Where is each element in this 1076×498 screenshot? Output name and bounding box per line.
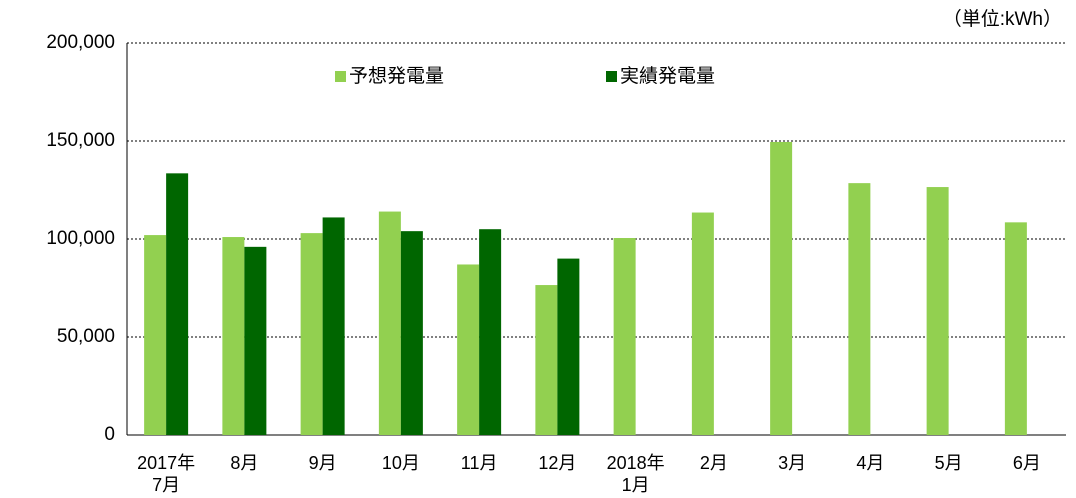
- legend-label: 実績発電量: [620, 65, 715, 87]
- x-tick-label: 12月: [517, 452, 597, 474]
- x-tick-label: 9月: [283, 452, 363, 474]
- bar: [848, 183, 870, 435]
- x-tick-label: 4月: [830, 452, 910, 474]
- bar: [301, 233, 323, 435]
- y-tick-label: 0: [104, 424, 115, 445]
- bar: [479, 229, 501, 435]
- legend-swatch: [606, 71, 617, 82]
- unit-label: （単位:kWh）: [943, 8, 1062, 30]
- x-tick-label: 5月: [909, 452, 989, 474]
- x-tick-label: 11月: [439, 452, 519, 474]
- bar: [401, 231, 423, 435]
- y-tick-label: 100,000: [46, 228, 115, 249]
- bar: [770, 142, 792, 435]
- bar: [1005, 222, 1027, 435]
- bar: [244, 247, 266, 435]
- x-tick-label: 2月: [674, 452, 754, 474]
- legend-swatch: [335, 71, 346, 82]
- bar: [692, 213, 714, 435]
- bar: [614, 238, 636, 435]
- x-tick-label: 8月: [204, 452, 284, 474]
- bar: [535, 285, 557, 435]
- bar: [927, 187, 949, 435]
- bar: [557, 259, 579, 435]
- bar: [379, 212, 401, 435]
- x-tick-label: 2018年 1月: [596, 452, 676, 496]
- x-tick-label: 2017年 7月: [126, 452, 206, 496]
- chart-wrap: （単位:kWh） 0 50,000 100,000 150,000 200,000 予想発…: [0, 0, 1076, 498]
- legend-label: 予想発電量: [349, 65, 444, 87]
- bar: [323, 217, 345, 435]
- bar: [144, 235, 166, 435]
- x-tick-label: 3月: [752, 452, 832, 474]
- y-tick-label: 50,000: [57, 326, 115, 347]
- x-tick-label: 6月: [987, 452, 1067, 474]
- x-tick-label: 10月: [361, 452, 441, 474]
- y-tick-label: 200,000: [46, 32, 115, 53]
- y-tick-label: 150,000: [46, 130, 115, 151]
- bar: [166, 173, 188, 435]
- bar: [457, 264, 479, 435]
- chart: （単位:kWh） 0 50,000 100,000 150,000 200,000 予想発…: [0, 0, 1076, 498]
- bar: [222, 237, 244, 435]
